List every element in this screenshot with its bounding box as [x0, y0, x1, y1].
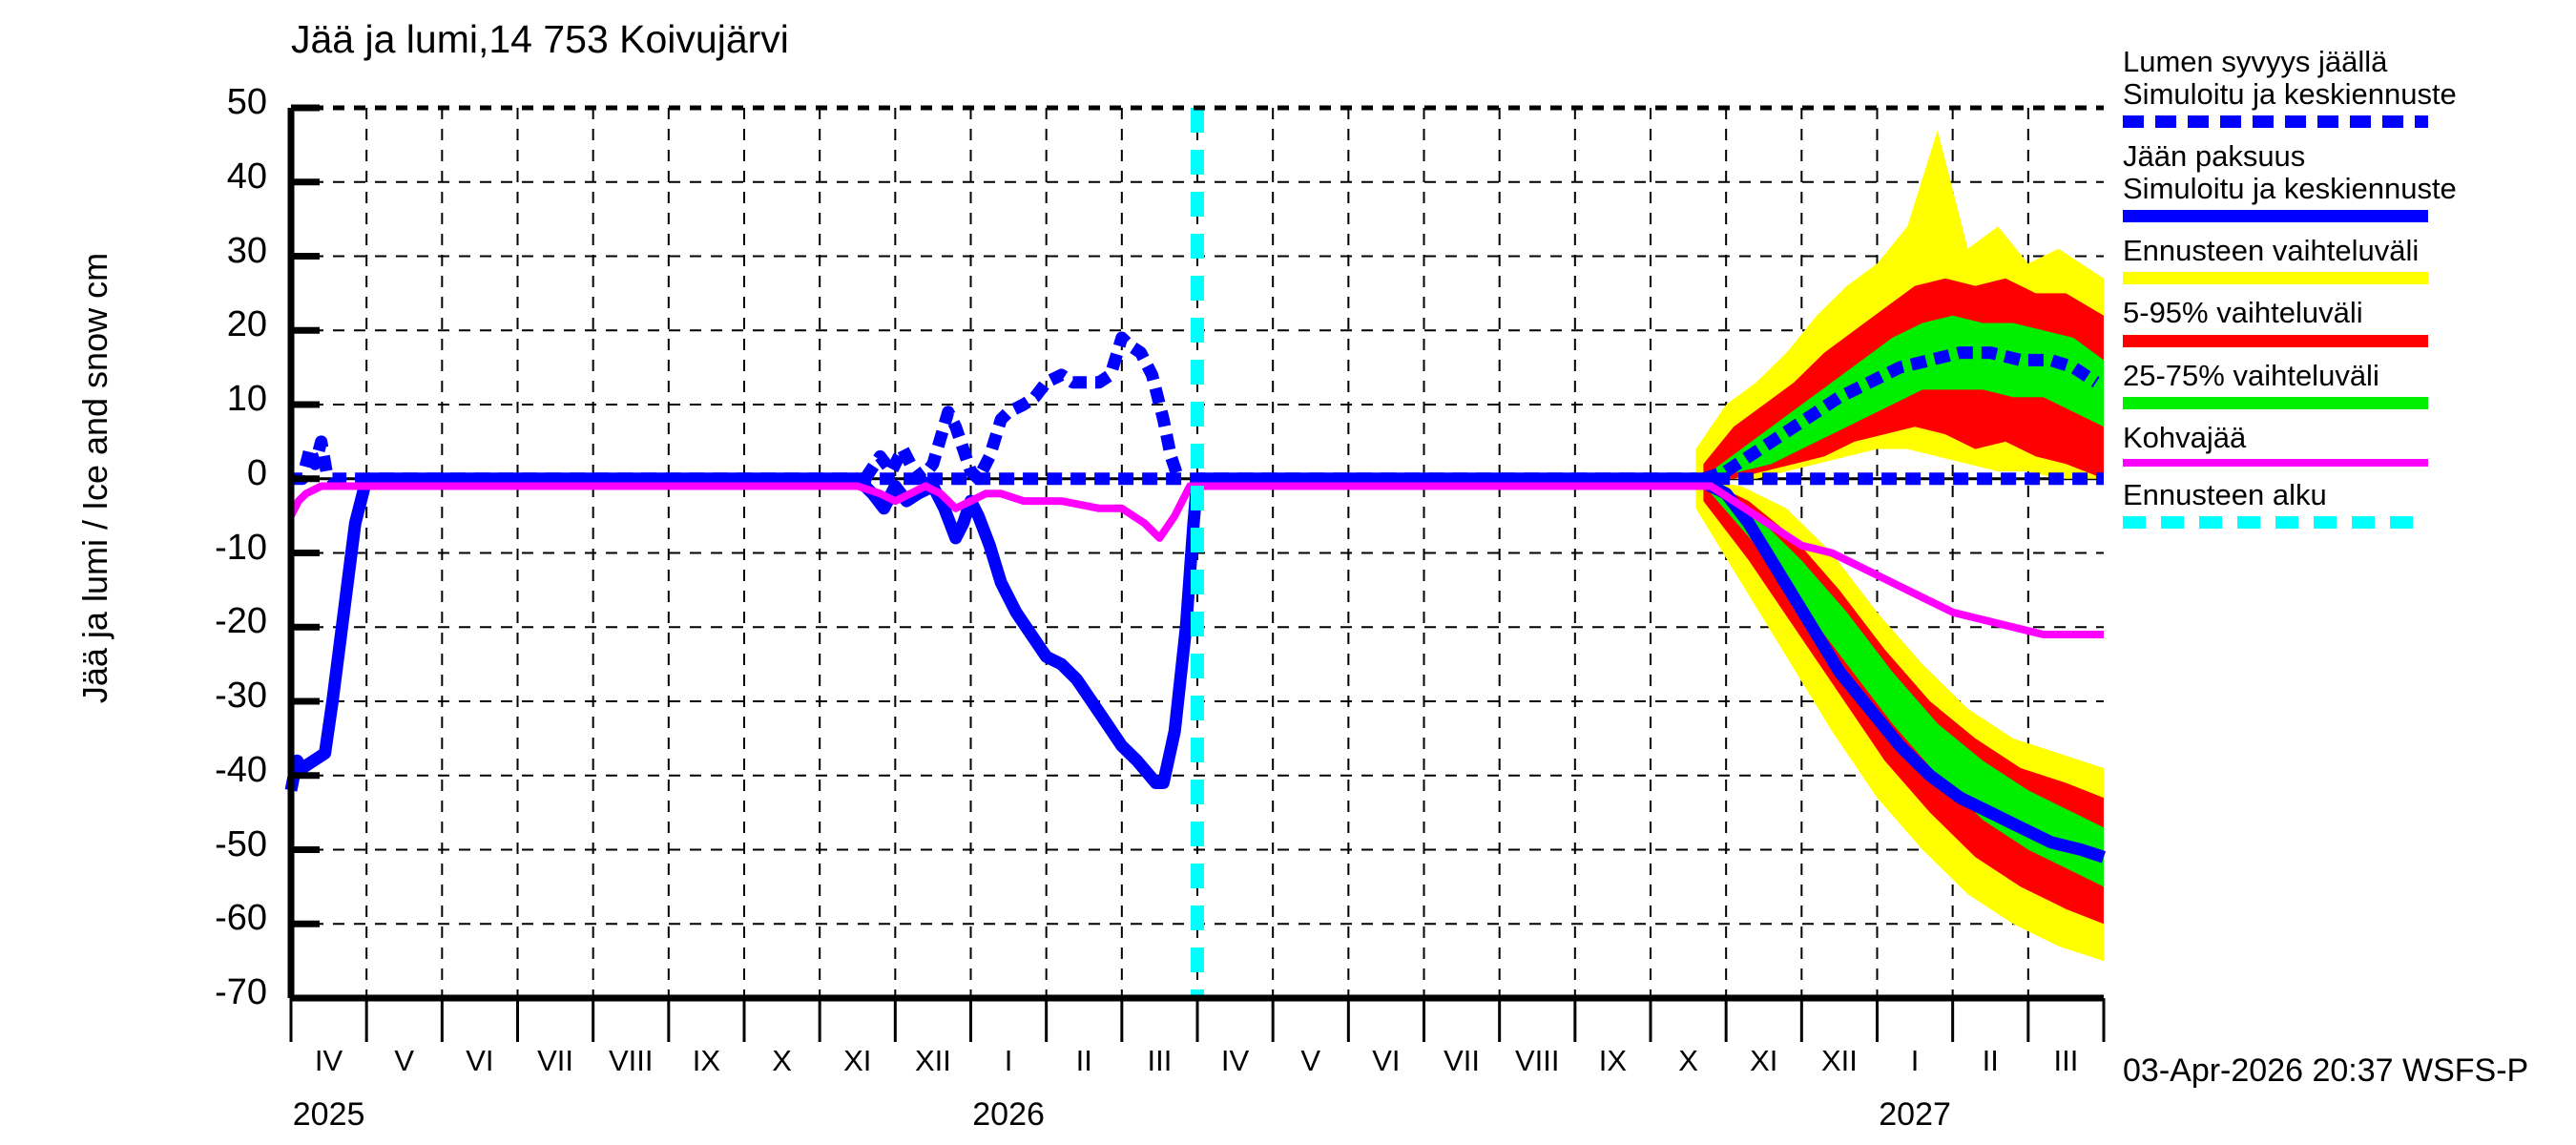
x-tick-label: VI: [466, 1044, 494, 1077]
legend-label: Ennusteen alku: [2123, 477, 2327, 511]
x-tick-label: X: [1678, 1044, 1698, 1077]
timestamp-footer: 03-Apr-2026 20:37 WSFS-P: [2123, 1052, 2529, 1089]
x-tick-label: IX: [692, 1044, 721, 1077]
y-tick-label: -10: [215, 527, 267, 568]
legend-swatch: [2123, 458, 2428, 467]
legend-sublabel: Simuloitu ja keskiennuste: [2123, 172, 2457, 206]
x-tick-label: VI: [1372, 1044, 1401, 1077]
x-tick-label: III: [1147, 1044, 1173, 1077]
x-tick-label: XI: [1750, 1044, 1778, 1077]
legend-swatch: [2123, 396, 2428, 409]
x-year-label: 2026: [972, 1096, 1045, 1133]
x-tick-label: V: [394, 1044, 415, 1077]
chart-legend: Lumen syvyys jäällä Simuloitu ja keskienn…: [2123, 45, 2571, 541]
x-tick-label: IV: [314, 1044, 343, 1077]
ice-thickness-line: [853, 474, 1204, 789]
x-tick-label: XII: [914, 1044, 951, 1077]
page-title: Jää ja lumi,14 753 Koivujärvi: [291, 17, 789, 61]
y-tick-label: -30: [215, 676, 267, 716]
x-tick-label: II: [1982, 1044, 1999, 1077]
legend-entry: 25-75% vaihteluväli: [2123, 358, 2571, 409]
y-tick-label: -20: [215, 601, 267, 642]
legend-swatch: [2123, 210, 2428, 223]
legend-label: 5-95% vaihteluväli: [2123, 296, 2363, 330]
x-tick-label: VII: [537, 1044, 574, 1077]
forecast-band: [1711, 478, 2104, 887]
legend-label: 25-75% vaihteluväli: [2123, 358, 2379, 392]
y-tick-label: -60: [215, 898, 267, 939]
x-tick-label: III: [2053, 1044, 2079, 1077]
legend-swatch: [2123, 515, 2428, 529]
ice-thickness-line: [1197, 472, 2107, 864]
y-tick-label: -40: [215, 749, 267, 790]
legend-entry: Kohvajää: [2123, 420, 2571, 467]
y-tick-label: 40: [226, 156, 267, 197]
x-tick-label: VII: [1444, 1044, 1481, 1077]
x-tick-label: X: [772, 1044, 792, 1077]
snow-depth-line: [1701, 346, 2100, 485]
x-tick-label: II: [1075, 1044, 1092, 1077]
y-tick-label: 10: [226, 379, 267, 419]
legend-label: Ennusteen vaihteluväli: [2123, 234, 2420, 268]
y-tick-label: 30: [226, 230, 267, 271]
legend-entry: 5-95% vaihteluväli: [2123, 296, 2571, 347]
x-year-label: 2027: [1879, 1096, 1951, 1133]
y-tick-label: 50: [226, 82, 267, 122]
snow-depth-line: [860, 331, 1185, 486]
legend-entry: Lumen syvyys jäällä Simuloitu ja keskienn…: [2123, 45, 2571, 129]
x-tick-label: I: [1910, 1044, 1920, 1077]
kohvajaa-line: [287, 482, 2104, 638]
x-tick-label: VIII: [1514, 1044, 1560, 1077]
ice-thickness-line: [284, 472, 858, 792]
y-tick-label: -70: [215, 972, 267, 1012]
y-tick-label: 20: [226, 304, 267, 345]
legend-label: Jään paksuus: [2123, 139, 2306, 174]
legend-entry: Ennusteen alku: [2123, 477, 2571, 529]
legend-entry: Ennusteen vaihteluväli: [2123, 234, 2571, 285]
x-tick-label: I: [1004, 1044, 1013, 1077]
legend-entry: Jään paksuus Simuloitu ja keskiennuste: [2123, 139, 2571, 223]
y-tick-label: 0: [246, 452, 267, 493]
x-tick-label: IX: [1598, 1044, 1628, 1077]
x-year-label: 2025: [292, 1096, 365, 1133]
x-tick-label: IV: [1220, 1044, 1250, 1077]
x-tick-label: VIII: [608, 1044, 654, 1077]
x-tick-label: XII: [1820, 1044, 1858, 1077]
x-tick-label: XI: [843, 1044, 872, 1077]
legend-swatch: [2123, 334, 2428, 347]
x-tick-label: V: [1300, 1044, 1321, 1077]
snow-depth-line: [291, 435, 2104, 486]
legend-swatch: [2123, 272, 2428, 285]
legend-sublabel: Simuloitu ja keskiennuste: [2123, 77, 2457, 112]
legend-swatch: [2123, 115, 2428, 129]
legend-label: Kohvajää: [2123, 420, 2247, 454]
y-tick-label: -50: [215, 823, 267, 864]
legend-label: Lumen syvyys jäällä: [2123, 45, 2388, 78]
